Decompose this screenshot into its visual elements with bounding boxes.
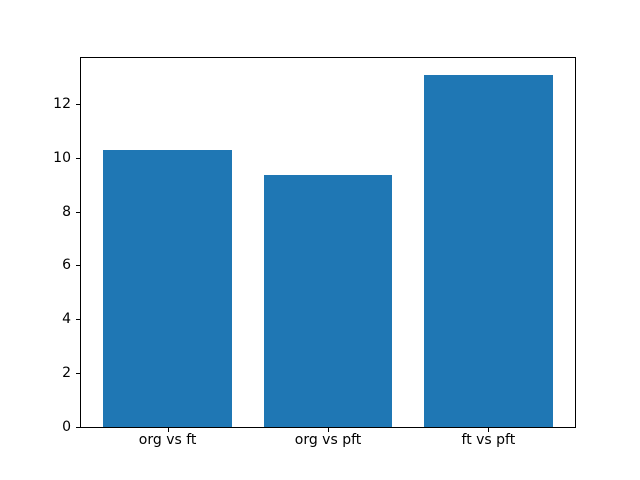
y-tick-mark	[76, 265, 80, 267]
plot-area	[80, 57, 576, 428]
y-tick-mark	[76, 103, 80, 105]
bar	[263, 174, 393, 427]
x-tick-label: ft vs pft	[461, 432, 516, 448]
y-tick-label: 4	[62, 311, 71, 328]
y-tick-label: 8	[62, 203, 71, 220]
y-tick-label: 2	[62, 365, 71, 382]
bar	[103, 149, 232, 427]
y-tick-label: 10	[53, 149, 71, 166]
x-tick-mark	[167, 428, 169, 432]
y-tick-label: 0	[62, 419, 71, 435]
x-tick-label: org vs ft	[138, 432, 197, 448]
y-tick-mark	[76, 319, 80, 321]
bar	[424, 74, 553, 427]
x-tick-label: org vs pft	[294, 432, 362, 448]
y-tick-mark	[76, 373, 80, 375]
y-tick-mark	[76, 427, 80, 428]
x-tick-mark	[328, 428, 329, 432]
y-tick-mark	[76, 211, 80, 213]
y-tick-label: 6	[62, 257, 71, 274]
x-tick-mark	[488, 428, 490, 432]
y-tick-label: 12	[53, 95, 71, 112]
y-tick-mark	[76, 157, 80, 159]
